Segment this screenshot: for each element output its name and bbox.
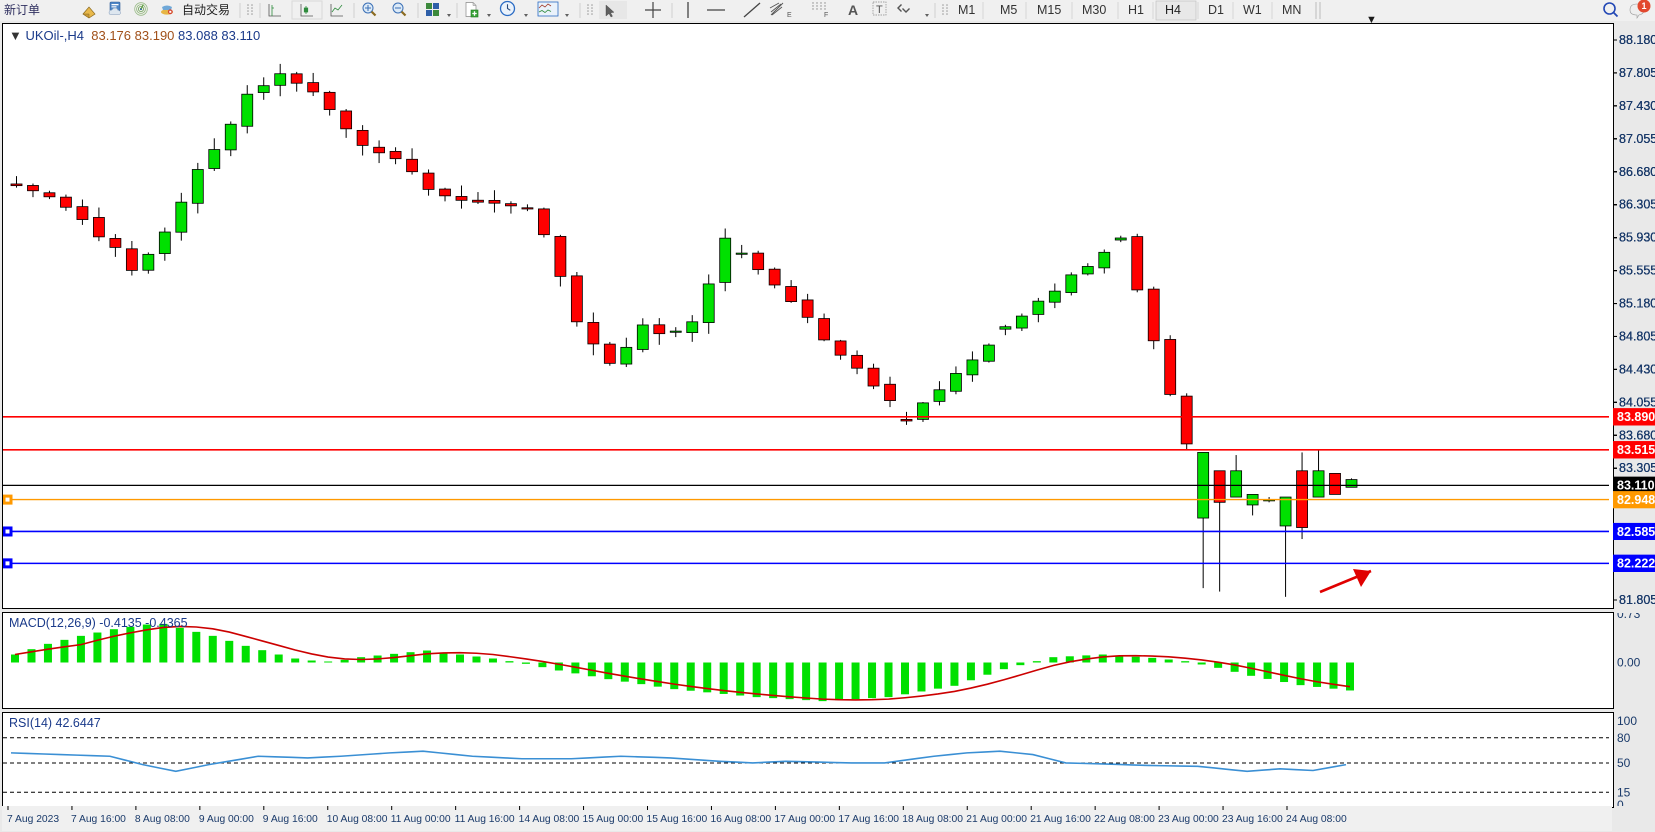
svg-text:M30: M30 bbox=[1082, 3, 1106, 17]
svg-text:MN: MN bbox=[1282, 3, 1301, 17]
svg-text:0.00: 0.00 bbox=[1617, 656, 1641, 670]
svg-text:83.110: 83.110 bbox=[1617, 479, 1655, 493]
svg-text:82.948: 82.948 bbox=[1617, 493, 1655, 507]
svg-text:16 Aug 08:00: 16 Aug 08:00 bbox=[710, 814, 771, 825]
svg-text:A: A bbox=[848, 2, 858, 18]
svg-text:17 Aug 00:00: 17 Aug 00:00 bbox=[774, 814, 835, 825]
svg-text:F: F bbox=[824, 12, 828, 19]
svg-text:11 Aug 00:00: 11 Aug 00:00 bbox=[391, 814, 451, 825]
svg-text:D1: D1 bbox=[1208, 3, 1224, 17]
svg-text:W1: W1 bbox=[1243, 3, 1262, 17]
svg-text:23 Aug 00:00: 23 Aug 00:00 bbox=[1158, 814, 1219, 825]
svg-text:E: E bbox=[787, 12, 792, 19]
svg-text:1: 1 bbox=[1641, 1, 1646, 11]
svg-text:10 Aug 08:00: 10 Aug 08:00 bbox=[327, 814, 388, 825]
svg-text:M15: M15 bbox=[1037, 3, 1061, 17]
svg-text:100: 100 bbox=[1617, 714, 1637, 728]
svg-text:17 Aug 16:00: 17 Aug 16:00 bbox=[838, 814, 899, 825]
svg-text:82.222: 82.222 bbox=[1617, 557, 1655, 571]
svg-text:22 Aug 08:00: 22 Aug 08:00 bbox=[1094, 814, 1155, 825]
svg-text:15 Aug 16:00: 15 Aug 16:00 bbox=[647, 814, 708, 825]
svg-text:M1: M1 bbox=[958, 3, 975, 17]
svg-text:21 Aug 16:00: 21 Aug 16:00 bbox=[1030, 814, 1091, 825]
svg-text:T: T bbox=[876, 4, 883, 16]
svg-text:新订单: 新订单 bbox=[4, 2, 40, 17]
svg-text:50: 50 bbox=[1617, 756, 1631, 770]
svg-text:9 Aug 00:00: 9 Aug 00:00 bbox=[199, 814, 254, 825]
svg-text:H4: H4 bbox=[1165, 3, 1181, 17]
svg-text:-0.74: -0.74 bbox=[1617, 705, 1645, 706]
svg-text:83.515: 83.515 bbox=[1617, 443, 1655, 457]
svg-text:7 Aug 2023: 7 Aug 2023 bbox=[7, 814, 59, 825]
svg-text:80: 80 bbox=[1617, 731, 1631, 745]
svg-text:自动交易: 自动交易 bbox=[182, 2, 230, 17]
svg-text:9 Aug 16:00: 9 Aug 16:00 bbox=[263, 814, 318, 825]
svg-text:15 Aug 00:00: 15 Aug 00:00 bbox=[583, 814, 644, 825]
svg-text:14 Aug 08:00: 14 Aug 08:00 bbox=[519, 814, 580, 825]
svg-text:23 Aug 16:00: 23 Aug 16:00 bbox=[1222, 814, 1283, 825]
svg-text:83.890: 83.890 bbox=[1617, 410, 1655, 424]
svg-text:8 Aug 08:00: 8 Aug 08:00 bbox=[135, 814, 190, 825]
svg-text:0.73: 0.73 bbox=[1617, 613, 1641, 621]
svg-text:M5: M5 bbox=[1000, 3, 1017, 17]
svg-text:21 Aug 00:00: 21 Aug 00:00 bbox=[966, 814, 1027, 825]
svg-text:24 Aug 08:00: 24 Aug 08:00 bbox=[1286, 814, 1347, 825]
svg-text:H1: H1 bbox=[1128, 3, 1144, 17]
svg-text:0: 0 bbox=[1617, 798, 1624, 806]
svg-text:18 Aug 08:00: 18 Aug 08:00 bbox=[902, 814, 963, 825]
svg-text:7 Aug 16:00: 7 Aug 16:00 bbox=[71, 814, 126, 825]
svg-text:11 Aug 16:00: 11 Aug 16:00 bbox=[455, 814, 515, 825]
svg-text:82.585: 82.585 bbox=[1617, 525, 1655, 539]
